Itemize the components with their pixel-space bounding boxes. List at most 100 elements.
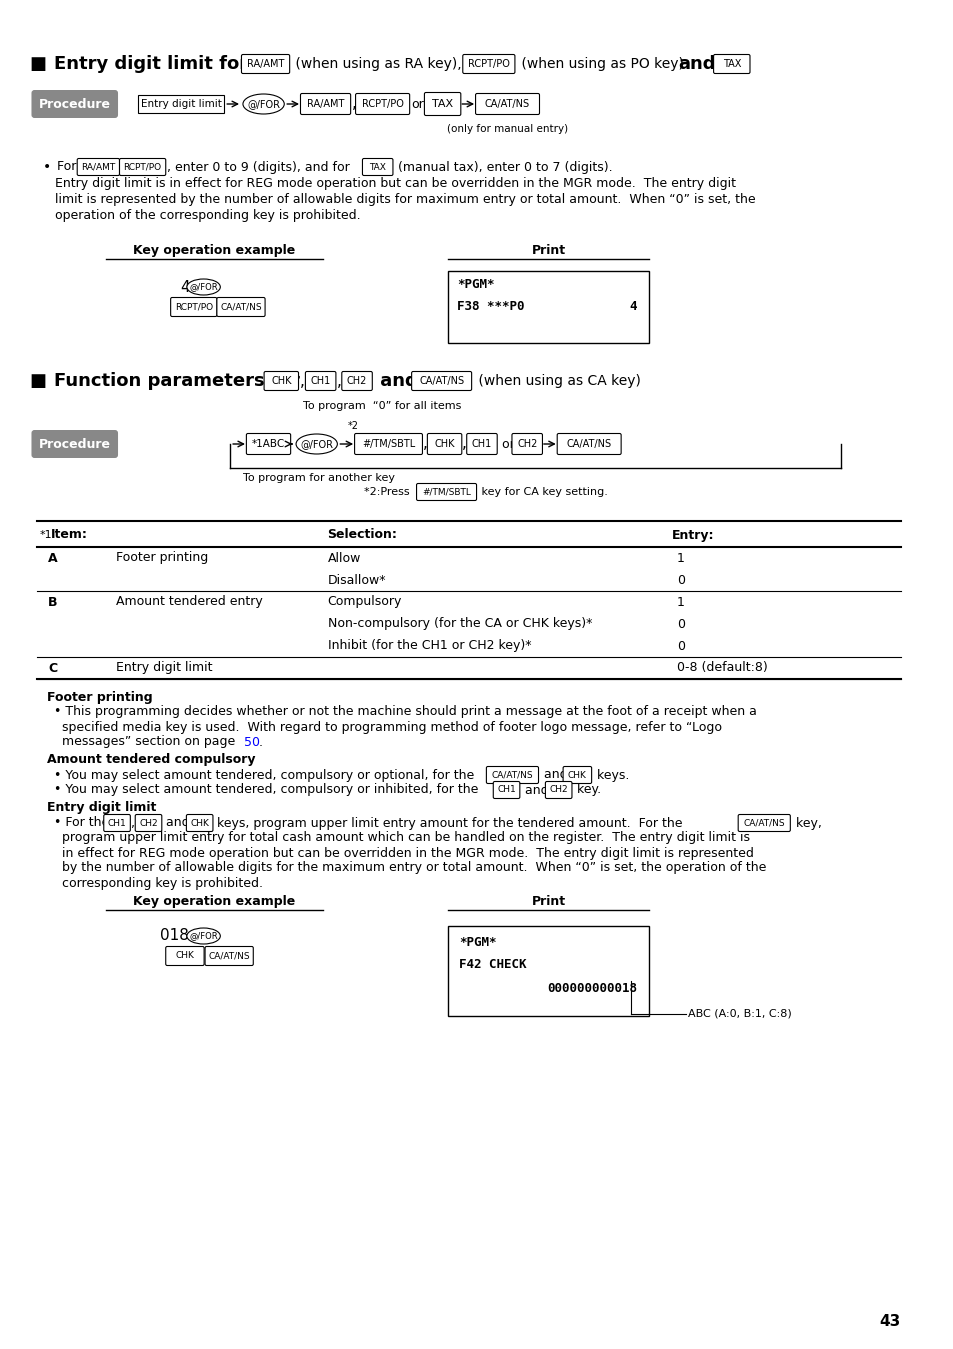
Text: ■: ■ xyxy=(29,372,46,390)
Text: CHK: CHK xyxy=(434,438,455,449)
Text: RCPT/PO: RCPT/PO xyxy=(361,98,403,109)
Text: CH1: CH1 xyxy=(497,785,516,795)
Text: TAX: TAX xyxy=(432,98,453,109)
Text: CA/AT/NS: CA/AT/NS xyxy=(418,376,464,386)
Ellipse shape xyxy=(243,94,284,115)
Ellipse shape xyxy=(187,928,220,944)
Text: ■: ■ xyxy=(29,55,46,73)
FancyBboxPatch shape xyxy=(562,766,591,784)
Text: Print: Print xyxy=(531,244,565,258)
Text: and: and xyxy=(162,816,190,830)
Text: *2:Press: *2:Press xyxy=(363,487,413,496)
Text: Entry digit limit: Entry digit limit xyxy=(47,801,156,815)
FancyBboxPatch shape xyxy=(355,93,409,115)
Text: by the number of allowable digits for the maximum entry or total amount.  When “: by the number of allowable digits for th… xyxy=(54,862,765,874)
Text: program upper limit entry for total cash amount which can be handled on the regi: program upper limit entry for total cash… xyxy=(54,831,749,844)
Bar xyxy=(447,271,648,343)
Text: or: or xyxy=(497,437,514,451)
Text: key,: key, xyxy=(791,816,821,830)
Text: CA/AT/NS: CA/AT/NS xyxy=(484,98,530,109)
Text: 0: 0 xyxy=(676,639,684,653)
Text: • You may select amount tendered, compulsory or optional, for the: • You may select amount tendered, compul… xyxy=(54,769,474,781)
Text: CA/AT/NS: CA/AT/NS xyxy=(491,770,533,780)
FancyBboxPatch shape xyxy=(186,815,213,831)
FancyBboxPatch shape xyxy=(738,815,789,831)
FancyBboxPatch shape xyxy=(466,433,497,455)
Text: TAX: TAX xyxy=(721,59,740,69)
Text: C: C xyxy=(49,661,57,674)
Text: ,: , xyxy=(299,374,305,389)
Text: RA/AMT: RA/AMT xyxy=(247,59,284,69)
FancyBboxPatch shape xyxy=(475,93,539,115)
Bar xyxy=(447,925,648,1016)
Text: Footer printing: Footer printing xyxy=(116,552,208,564)
FancyBboxPatch shape xyxy=(300,93,351,115)
FancyBboxPatch shape xyxy=(264,371,298,390)
FancyBboxPatch shape xyxy=(427,433,461,455)
Text: CA/AT/NS: CA/AT/NS xyxy=(742,819,784,827)
Text: #/TM/SBTL: #/TM/SBTL xyxy=(421,487,471,496)
Text: *2: *2 xyxy=(348,421,359,430)
Text: Disallow*: Disallow* xyxy=(327,573,386,587)
Text: messages” section on page: messages” section on page xyxy=(54,735,239,749)
FancyBboxPatch shape xyxy=(104,815,131,831)
FancyBboxPatch shape xyxy=(713,54,749,73)
Text: @/FOR: @/FOR xyxy=(247,98,280,109)
Text: CH1: CH1 xyxy=(311,376,331,386)
Text: 4: 4 xyxy=(180,279,190,294)
FancyBboxPatch shape xyxy=(362,158,393,175)
Text: For: For xyxy=(57,161,80,174)
Text: 1: 1 xyxy=(676,595,684,608)
Text: *PGM*: *PGM* xyxy=(456,278,495,291)
Text: (manual tax), enter 0 to 7 (digits).: (manual tax), enter 0 to 7 (digits). xyxy=(394,161,613,174)
Text: F42 CHECK: F42 CHECK xyxy=(458,958,526,970)
Text: (when using as CA key): (when using as CA key) xyxy=(474,374,640,389)
Text: Amount tendered compulsory: Amount tendered compulsory xyxy=(47,754,255,766)
Text: CHK: CHK xyxy=(271,376,292,386)
Text: CA/AT/NS: CA/AT/NS xyxy=(220,302,261,312)
FancyBboxPatch shape xyxy=(171,298,216,317)
Text: , enter 0 to 9 (digits), and for: , enter 0 to 9 (digits), and for xyxy=(167,161,354,174)
Text: 1: 1 xyxy=(676,552,684,564)
Text: (when using as PO key): (when using as PO key) xyxy=(517,57,688,71)
Text: • You may select amount tendered, compulsory or inhibited, for the: • You may select amount tendered, compul… xyxy=(54,784,478,796)
Text: F38 ***P0: F38 ***P0 xyxy=(456,301,524,313)
Text: RA/AMT: RA/AMT xyxy=(81,162,115,171)
Text: TAX: TAX xyxy=(369,162,386,171)
Text: Non-compulsory (for the CA or CHK keys)*: Non-compulsory (for the CA or CHK keys)* xyxy=(327,618,591,630)
Text: Compulsory: Compulsory xyxy=(327,595,401,608)
Text: Allow: Allow xyxy=(327,552,360,564)
Bar xyxy=(137,94,224,113)
Text: and: and xyxy=(678,55,716,73)
Text: RCPT/PO: RCPT/PO xyxy=(124,162,161,171)
Text: Entry:: Entry: xyxy=(671,529,714,541)
Text: (when using as RA key),: (when using as RA key), xyxy=(291,57,461,71)
FancyBboxPatch shape xyxy=(411,371,471,390)
FancyBboxPatch shape xyxy=(416,483,476,500)
FancyBboxPatch shape xyxy=(241,54,290,73)
Text: 0: 0 xyxy=(676,573,684,587)
Text: *PGM*: *PGM* xyxy=(458,935,497,948)
FancyBboxPatch shape xyxy=(355,433,422,455)
Text: limit is represented by the number of allowable digits for maximum entry or tota: limit is represented by the number of al… xyxy=(47,193,755,206)
Ellipse shape xyxy=(187,279,220,295)
Text: 000000000018: 000000000018 xyxy=(547,982,637,994)
FancyBboxPatch shape xyxy=(205,947,253,966)
Text: CH2: CH2 xyxy=(517,438,537,449)
Text: B: B xyxy=(49,595,58,608)
Text: Procedure: Procedure xyxy=(39,97,111,111)
Text: 0: 0 xyxy=(676,618,684,630)
FancyBboxPatch shape xyxy=(462,54,515,73)
Text: Entry digit limit for: Entry digit limit for xyxy=(54,55,248,73)
Text: • For the: • For the xyxy=(54,816,110,830)
Text: CA/AT/NS: CA/AT/NS xyxy=(566,438,611,449)
Text: CH2: CH2 xyxy=(549,785,567,795)
Text: Entry digit limit: Entry digit limit xyxy=(116,661,213,674)
Text: CH2: CH2 xyxy=(139,819,157,827)
Text: in effect for REG mode operation but can be overridden in the MGR mode.  The ent: in effect for REG mode operation but can… xyxy=(54,847,753,859)
FancyBboxPatch shape xyxy=(77,158,119,175)
Text: Print: Print xyxy=(531,894,565,908)
FancyBboxPatch shape xyxy=(424,93,460,116)
FancyBboxPatch shape xyxy=(166,947,204,966)
FancyBboxPatch shape xyxy=(545,781,572,799)
